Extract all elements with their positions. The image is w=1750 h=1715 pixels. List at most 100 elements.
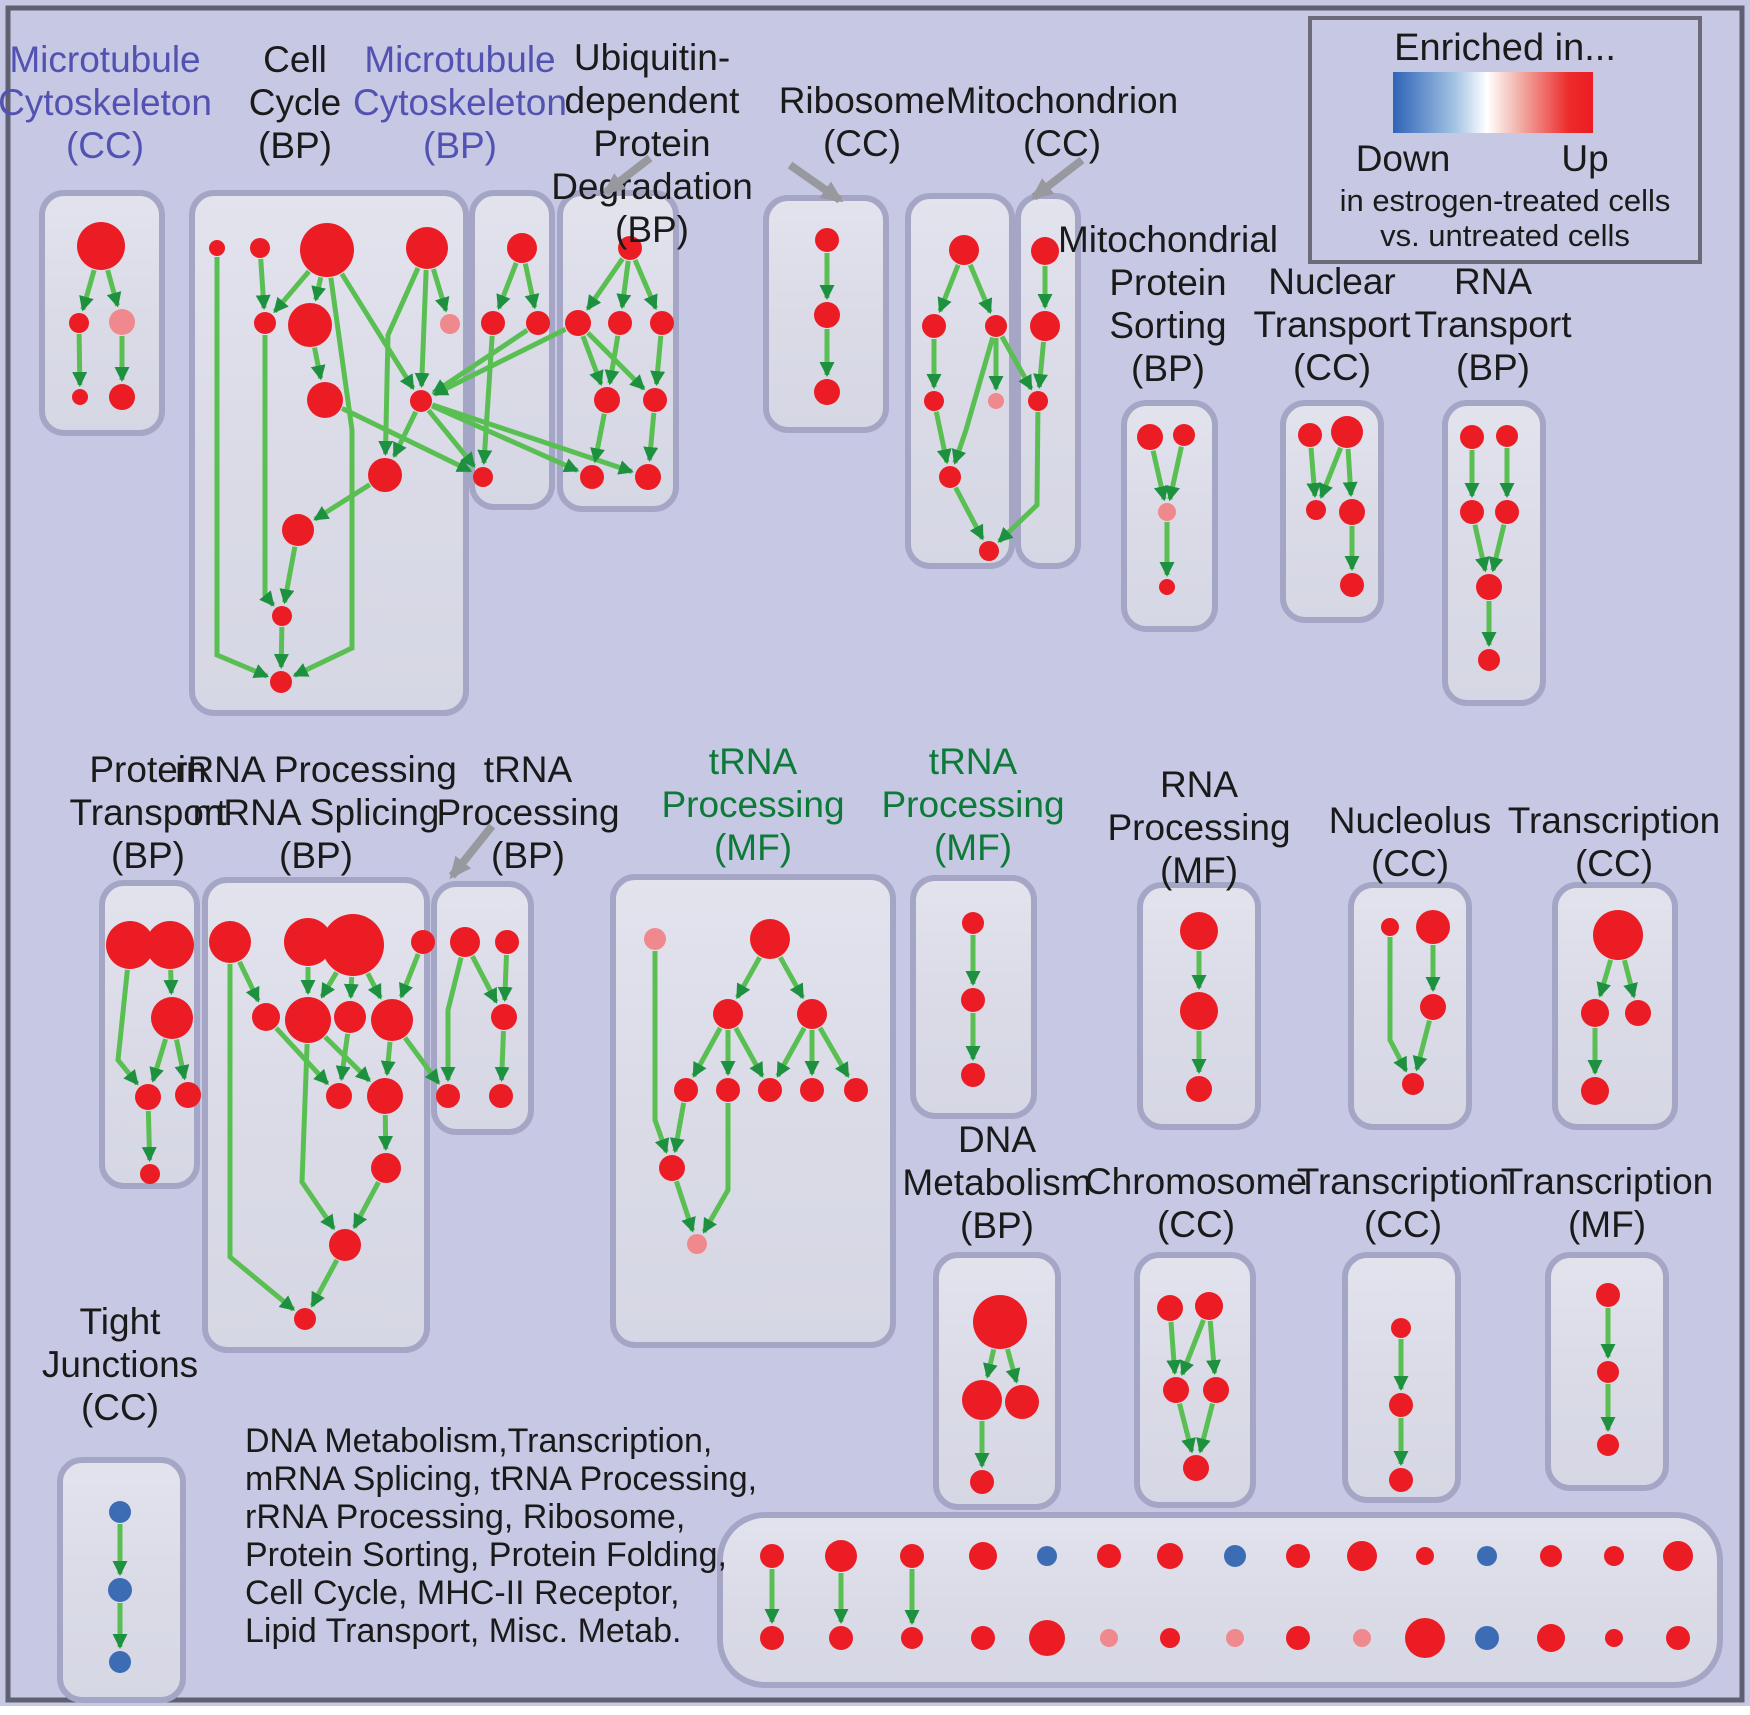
node-k1 [109, 1501, 131, 1523]
cluster-label-mps-line4: (BP) [1131, 348, 1205, 389]
node-f8 [800, 1078, 824, 1102]
cluster-box-mt-cc [39, 190, 165, 436]
cluster-label-rna-mf-line3: (MF) [1160, 850, 1238, 891]
node-a4 [72, 389, 88, 405]
node-d2 [962, 1380, 1002, 1420]
cluster-label-rna-mf-line2: Processing [1107, 807, 1290, 848]
node-strip-top-15 [1663, 1541, 1693, 1571]
edge-c9-m4 [426, 408, 477, 468]
node-c3 [300, 223, 354, 277]
cluster-label-chromosome-line1: Chromosome [1085, 1161, 1307, 1202]
node-r4 [924, 391, 944, 411]
edge-d1-d2 [983, 1348, 998, 1379]
node-strip-bottom-11 [1405, 1618, 1445, 1658]
edge-h3-h5 [1177, 1402, 1196, 1454]
cluster-label-mt-bp-line2: Cytoskeleton [353, 82, 567, 123]
node-g10 [367, 1078, 403, 1114]
edge-a2-a4 [72, 333, 88, 388]
node-p4 [1159, 579, 1175, 595]
node-g11 [371, 1153, 401, 1183]
cluster-label-ubiq1-line3: Protein [593, 123, 710, 164]
node-w2 [961, 988, 985, 1012]
node-strip-top-1 [760, 1544, 784, 1568]
legend-subtitle-2: vs. untreated cells [1380, 218, 1630, 253]
cluster-label-ribosome-line2: (CC) [823, 123, 901, 164]
node-c1 [209, 240, 225, 256]
edge-f10-f11 [673, 1180, 696, 1233]
edge-b3-b5 [174, 1039, 190, 1081]
edge-c4-c9 [414, 269, 430, 389]
edge-g6-g10 [323, 1035, 372, 1083]
node-t3 [491, 1004, 517, 1030]
cluster-label-trans-cc2-line1: Transcription [1297, 1161, 1509, 1202]
node-s1 [1460, 425, 1484, 449]
node-m2 [481, 311, 505, 335]
edge-g4-g8 [398, 953, 421, 999]
edge-f4-f7 [775, 1026, 807, 1078]
cluster-label-trna-bp-line3: (BP) [491, 835, 565, 876]
cluster-label-mt-cc-line3: (CC) [66, 125, 144, 166]
node-x2 [1180, 992, 1218, 1030]
node-z4 [1581, 1077, 1609, 1105]
edge-t1-t3 [470, 955, 499, 1004]
edge-r1-r2 [937, 263, 961, 313]
cluster-label-rt-line2: Transport [1415, 304, 1573, 345]
node-g12 [329, 1229, 361, 1261]
node-strip-top-10 [1347, 1541, 1377, 1571]
node-g3 [322, 914, 384, 976]
edge-g1-g5 [237, 960, 261, 1003]
edge-a1-a3 [105, 269, 122, 308]
edge-c3-c13 [292, 277, 355, 678]
node-strip-top-8 [1224, 1545, 1246, 1567]
cluster-box-bottom-strip [717, 1512, 1723, 1688]
node-w3 [961, 1063, 985, 1087]
edge-o3-r7 [997, 411, 1041, 544]
node-p3 [1158, 503, 1176, 521]
edge-g3-g6 [319, 971, 339, 999]
node-t2 [495, 930, 519, 954]
cluster-label-rt-line1: RNA [1454, 261, 1532, 302]
node-j3 [1597, 1434, 1619, 1456]
cluster-label-trna-mf1-line2: Processing [661, 784, 844, 825]
cluster-label-ubiq1-line4: Degradation [551, 166, 753, 207]
node-strip-bottom-14 [1605, 1629, 1623, 1647]
cluster-label-dna-met-line3: (BP) [960, 1205, 1034, 1246]
node-f10 [659, 1155, 685, 1181]
ubiquitin-left-arrow [602, 154, 653, 196]
cluster-label-mt-bp-line1: Microtubule [364, 39, 555, 80]
node-strip-bottom-3 [901, 1627, 923, 1649]
node-k3 [109, 1651, 131, 1673]
node-b3 [151, 997, 193, 1039]
cluster-label-mt-bp-line3: (BP) [423, 125, 497, 166]
legend-gradient-bar [1393, 72, 1593, 133]
edge-h1-h3 [1166, 1321, 1182, 1376]
edge-c4-c7 [430, 268, 450, 313]
edge-u4-u6 [650, 335, 666, 387]
node-t1 [450, 927, 480, 957]
cluster-label-dna-met-line2: Metabolism [902, 1162, 1091, 1203]
node-s4 [1495, 500, 1519, 524]
edge-s4-s5 [1488, 524, 1507, 573]
edge-u1-u4 [632, 258, 659, 311]
cluster-label-trans-cc1-line1: Transcription [1508, 800, 1720, 841]
edge-f1-f10 [652, 951, 670, 1154]
edge-u2-u5 [580, 335, 604, 386]
legend-up-label: Up [1561, 138, 1608, 179]
node-strip-bottom-4 [971, 1626, 995, 1650]
legend-box [1308, 16, 1702, 264]
edge-g5-g9 [274, 1026, 330, 1086]
node-h1 [1157, 1295, 1183, 1321]
mitochondrion-arrow [1030, 156, 1085, 201]
node-p2 [1173, 424, 1195, 446]
cluster-box-trans-cc1 [1552, 882, 1678, 1130]
node-strip-top-9 [1286, 1544, 1310, 1568]
node-strip-top-7 [1157, 1543, 1183, 1569]
edge-t1-t4 [440, 956, 464, 1082]
node-g9 [326, 1083, 352, 1109]
cluster-label-mito-line1: Mitochondrion [946, 80, 1178, 121]
edge-f6-f11 [701, 1103, 731, 1234]
edge-c3-c6 [311, 276, 326, 302]
node-b4 [135, 1084, 161, 1110]
edge-c2-c5 [255, 258, 271, 311]
node-f3 [713, 999, 743, 1029]
